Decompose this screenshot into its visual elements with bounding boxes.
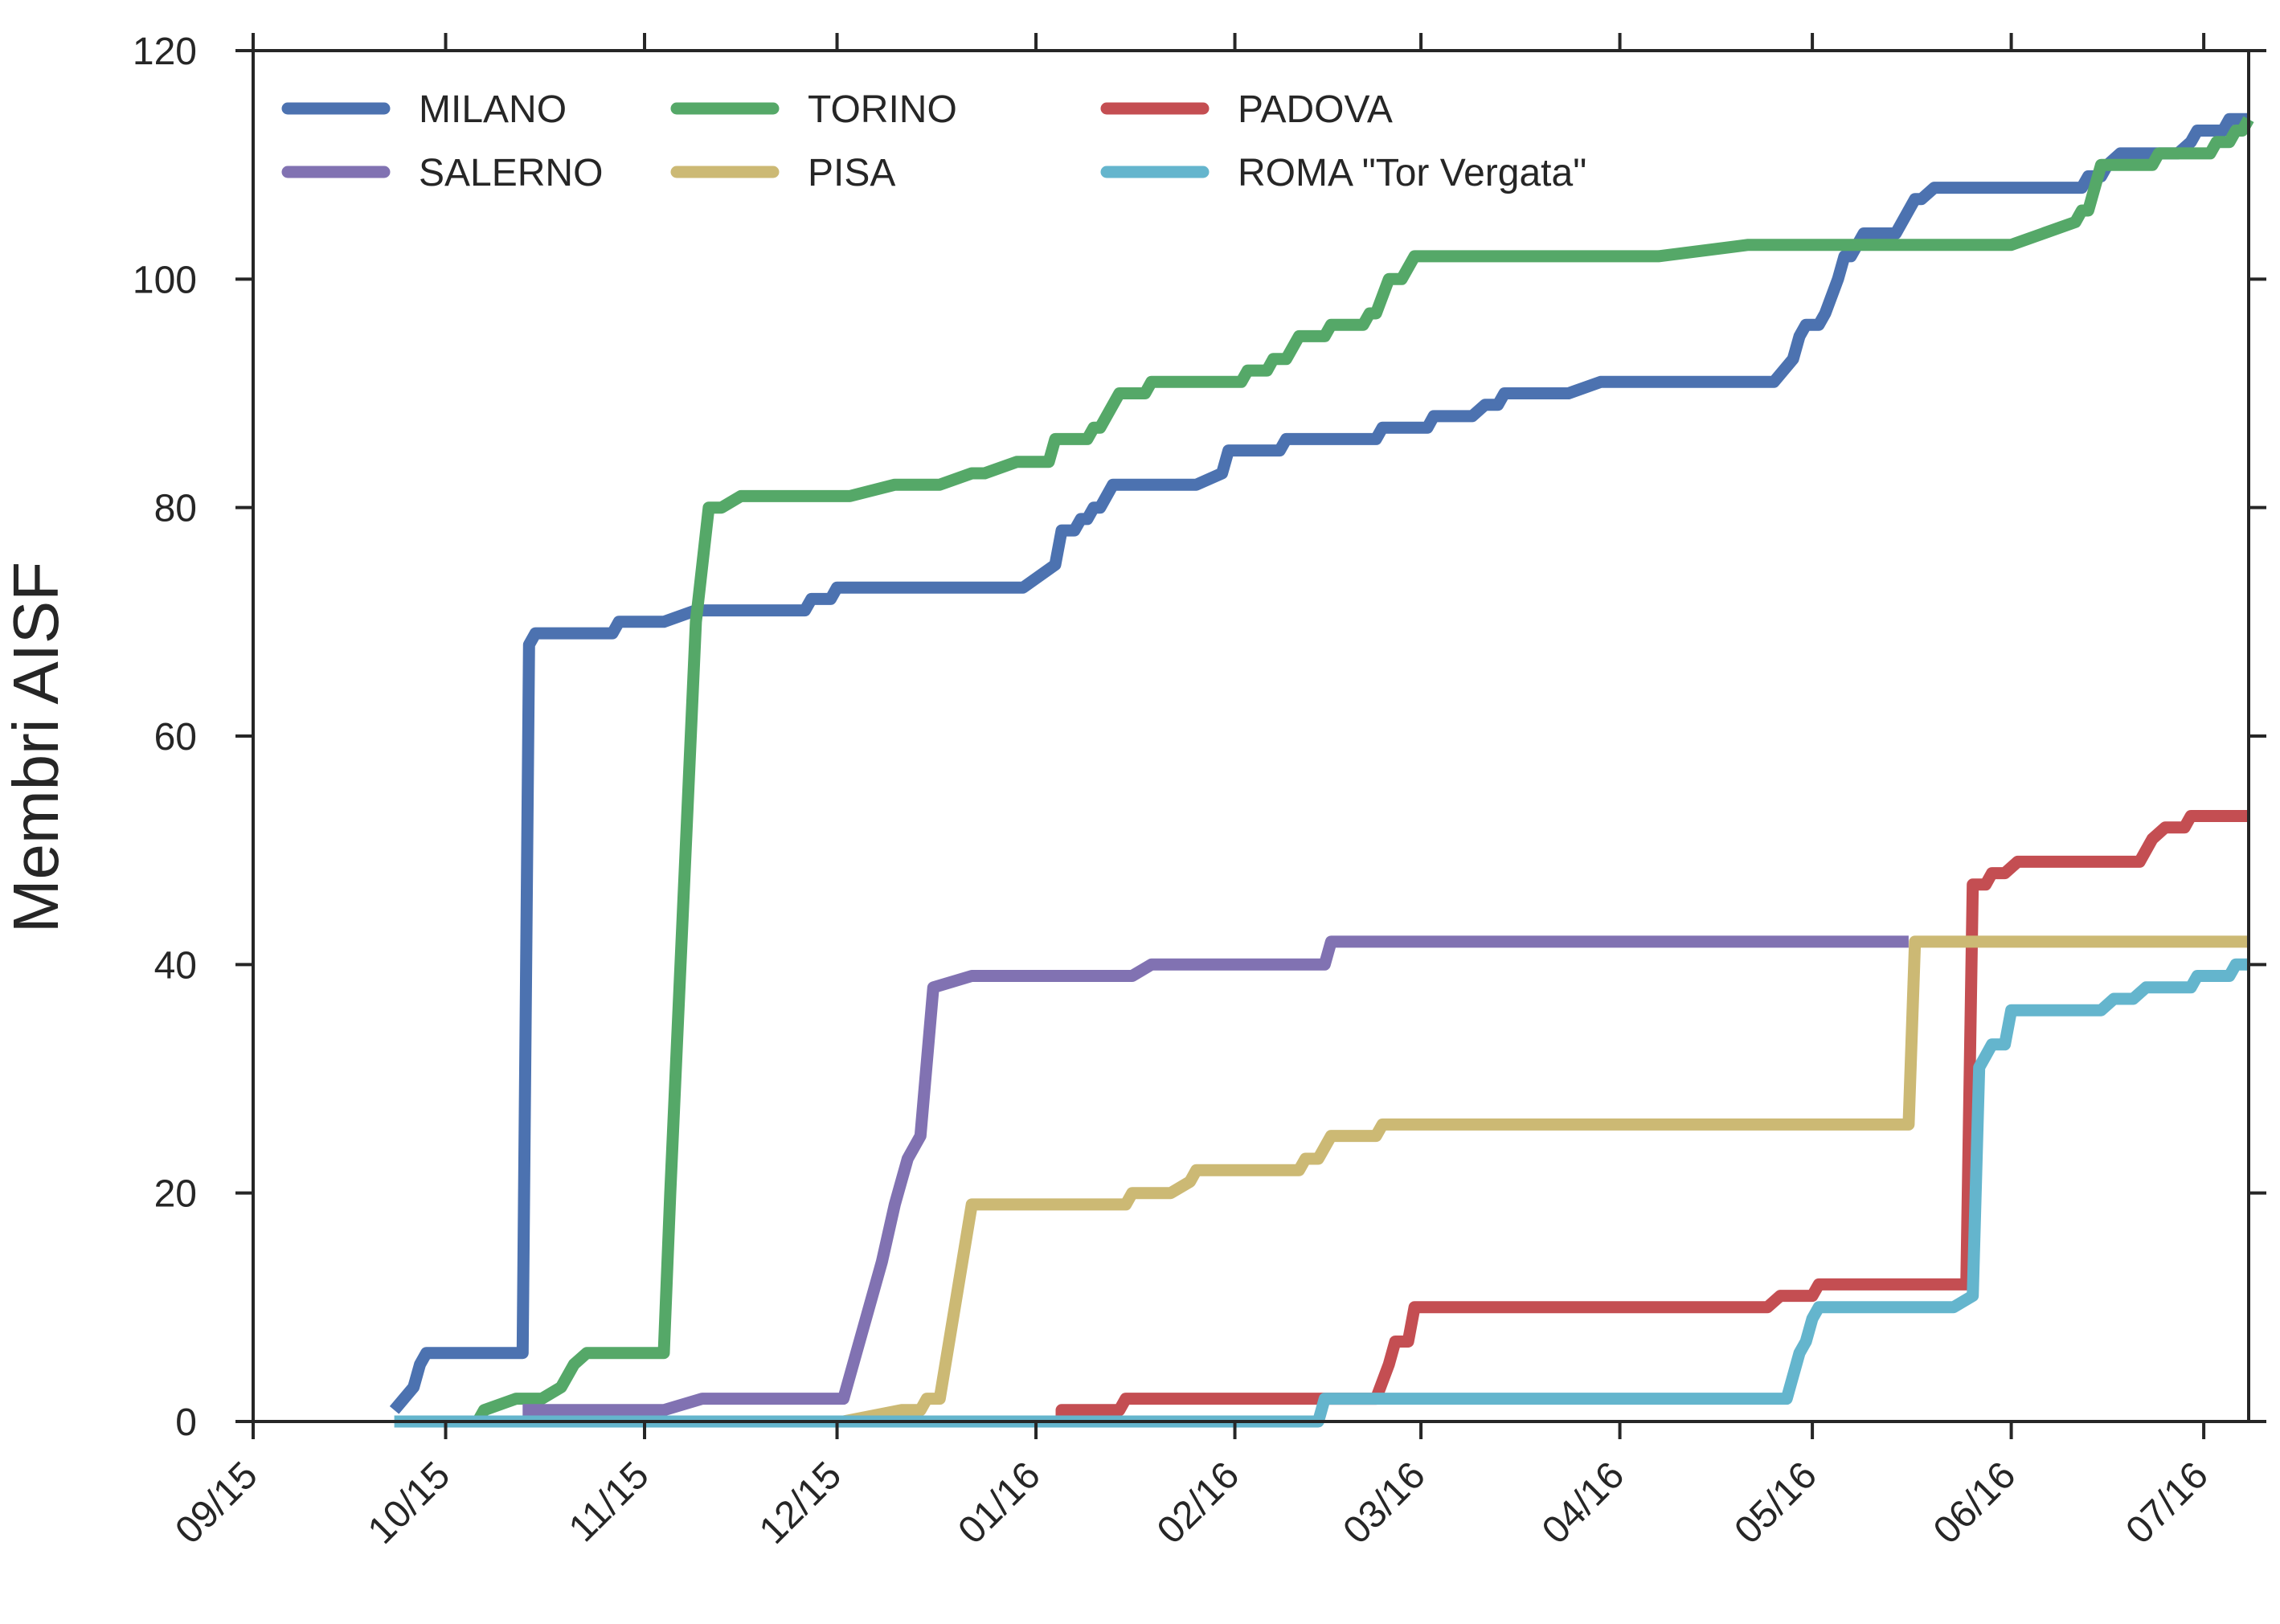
legend-label: TORINO xyxy=(808,88,957,131)
legend-label: PADOVA xyxy=(1238,88,1393,131)
y-tick-label: 120 xyxy=(133,31,197,73)
legend-label: MILANO xyxy=(419,88,567,131)
series-line-salerno xyxy=(522,935,1909,1417)
legend-item-pisa: PISA xyxy=(670,152,895,194)
series-line-milano xyxy=(389,112,2249,1414)
legend-label: SALERNO xyxy=(419,152,603,194)
legend-item-salerno: SALERNO xyxy=(281,152,603,194)
legend-item-torino: TORINO xyxy=(670,88,957,131)
legend-label: PISA xyxy=(808,152,895,194)
series-layer xyxy=(389,112,2254,1428)
y-tick-label: 100 xyxy=(133,259,197,301)
y-axis-label: Membri AISF xyxy=(0,562,72,933)
legend-item-padova: PADOVA xyxy=(1100,88,1393,131)
y-tick-label: 0 xyxy=(175,1401,197,1444)
legend-item-roma-tor-vergata: ROMA "Tor Vergata" xyxy=(1100,152,1586,194)
legend-label: ROMA "Tor Vergata" xyxy=(1238,152,1586,194)
legend-item-milano: MILANO xyxy=(281,88,567,131)
y-tick-label: 80 xyxy=(154,488,197,530)
series-line-torino xyxy=(407,116,2254,1428)
legend: MILANO TORINO PADOVA SALERNO PISA ROMA "Tor V… xyxy=(281,88,1586,194)
y-tick-label: 20 xyxy=(154,1173,197,1216)
y-tick-label: 40 xyxy=(154,944,197,987)
series-line-pisa xyxy=(842,935,2249,1428)
y-tick-label: 60 xyxy=(154,716,197,759)
series-line-roma-tor-vergata xyxy=(394,958,2249,1428)
